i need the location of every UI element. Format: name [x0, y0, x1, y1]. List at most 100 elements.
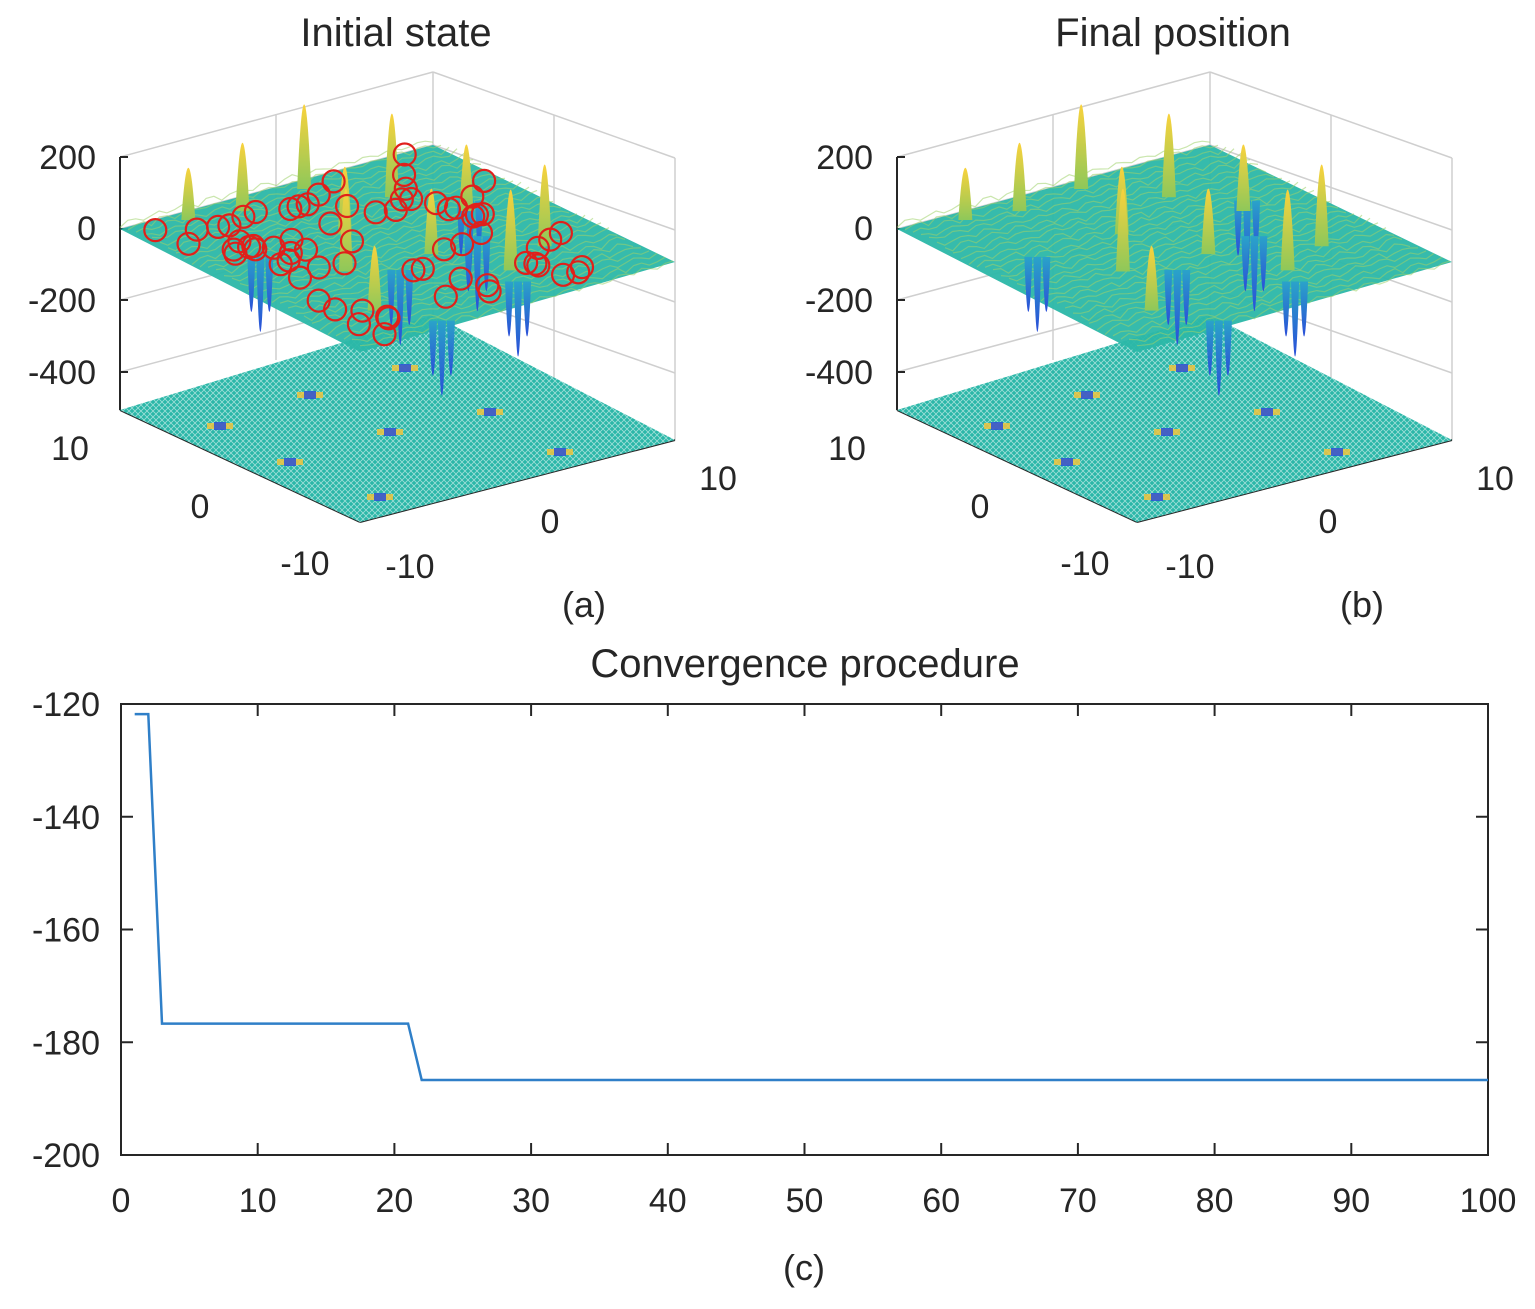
- surface-ripple: [1104, 247, 1419, 336]
- plot-a-ztick: -200: [28, 282, 96, 320]
- particle-marker: [393, 176, 418, 201]
- plot-c-frame: [120, 703, 1489, 1156]
- particle-marker: [176, 231, 201, 256]
- surface-peak: [235, 142, 250, 212]
- plot-b-ztick: 0: [854, 210, 873, 248]
- contour-spot: [284, 458, 296, 466]
- particle-marker: [350, 298, 375, 323]
- x-tick-label: 10: [239, 1182, 277, 1220]
- surface-trough: [256, 256, 265, 332]
- plot-b-ytick: 10: [828, 430, 866, 468]
- contour-spot: [399, 364, 411, 372]
- x-tick-label: 20: [375, 1182, 413, 1220]
- particle-marker: [468, 220, 494, 246]
- surface-ripple: [896, 140, 1211, 228]
- surface-peak: [297, 104, 312, 189]
- surface-ripple: [263, 213, 578, 302]
- plot-b-ztick: 200: [816, 139, 873, 177]
- surface-trough: [1173, 269, 1182, 345]
- plot-b-xtick: -10: [1165, 548, 1214, 586]
- surface-ripple: [1040, 213, 1355, 302]
- contour-spot: [484, 408, 496, 416]
- contour-spot: [1161, 428, 1173, 436]
- surface-ripple: [1048, 214, 1363, 303]
- surface-trough: [437, 320, 446, 396]
- particle-marker: [287, 265, 313, 290]
- surface-trough: [1024, 256, 1033, 312]
- particle-marker: [424, 191, 449, 216]
- surface-trough: [405, 269, 414, 325]
- surface-ripple: [952, 168, 1267, 254]
- particle-marker: [184, 217, 209, 242]
- contour-spot: [1151, 493, 1163, 501]
- surface-ripple: [327, 247, 642, 336]
- particle-marker: [526, 253, 551, 278]
- surface-trough: [1223, 320, 1232, 376]
- contour-spot: [1261, 408, 1273, 416]
- panel-a-caption: (a): [562, 584, 606, 625]
- particle-marker: [513, 250, 539, 275]
- particle-marker: [566, 260, 591, 285]
- surface-ripple: [1080, 233, 1395, 322]
- particle-marker: [276, 248, 301, 273]
- particle-marker: [525, 235, 550, 260]
- surface-ripple: [159, 159, 474, 246]
- x-tick-label: 70: [1059, 1182, 1097, 1220]
- surface-trough: [1182, 269, 1191, 325]
- x-tick-label: 30: [512, 1182, 550, 1220]
- plot-b-ztick: -400: [805, 354, 873, 392]
- surface-trough: [523, 281, 532, 337]
- surface-trough: [1033, 256, 1042, 332]
- x-tick-label: 0: [112, 1182, 131, 1220]
- surface-trough: [514, 281, 523, 357]
- x-tick-label: 50: [786, 1182, 824, 1220]
- surface-peak: [181, 167, 196, 221]
- particle-marker: [376, 306, 401, 331]
- particle-marker: [243, 199, 268, 225]
- line-plot-c: Convergence procedure 0 10 20 30 40 50 60 70 80 9…: [32, 642, 1516, 1288]
- particle-marker: [461, 204, 486, 229]
- plot-c-title: Convergence procedure: [590, 642, 1019, 686]
- particle-marker: [323, 297, 348, 322]
- particle-marker: [448, 266, 473, 291]
- surface-peak: [1115, 188, 1130, 272]
- surface-trough: [247, 256, 256, 312]
- x-tick-label: 60: [922, 1182, 960, 1220]
- y-tick-label: -120: [32, 686, 100, 724]
- contour-spot: [374, 493, 386, 501]
- contour-spot: [1081, 391, 1093, 399]
- surface-ripple: [1016, 200, 1331, 287]
- particle-marker: [460, 184, 485, 209]
- surface-ripple: [1120, 252, 1435, 340]
- surface-trough: [446, 320, 455, 376]
- surface-peak: [1144, 246, 1159, 311]
- surface-ripple: [1112, 250, 1427, 337]
- surface-ripple: [928, 152, 1243, 239]
- particle-marker: [392, 142, 417, 167]
- surface-ripple: [944, 162, 1259, 252]
- surface-ripple: [255, 210, 570, 299]
- plot-a-xtick: 10: [699, 460, 737, 498]
- plot-a-ytick: -10: [280, 545, 329, 583]
- particle-marker: [321, 169, 346, 194]
- particle-marker: [143, 218, 168, 243]
- surface-trough: [1300, 281, 1309, 337]
- x-tick-label: 80: [1196, 1182, 1234, 1220]
- x-tick-label: 40: [649, 1182, 687, 1220]
- contour-spot: [1176, 364, 1188, 372]
- particle-marker: [436, 197, 461, 222]
- surface-peak: [1074, 104, 1089, 189]
- contour-spot: [384, 428, 396, 436]
- plot-b-ticks: 200 0 -200 -400 10 0 -10 -10 0 10: [805, 139, 1514, 586]
- particle-marker: [335, 193, 360, 219]
- contour-spot: [991, 422, 1003, 430]
- particle-marker: [286, 194, 311, 219]
- surface-ripple: [1008, 196, 1323, 282]
- plot-b-surface: [896, 104, 1452, 501]
- plot-a-ytick: 10: [51, 430, 89, 468]
- particle-marker: [237, 234, 262, 260]
- y-tick-label: -200: [32, 1137, 100, 1175]
- contour-spot: [214, 422, 226, 430]
- surface-ripple: [119, 140, 434, 228]
